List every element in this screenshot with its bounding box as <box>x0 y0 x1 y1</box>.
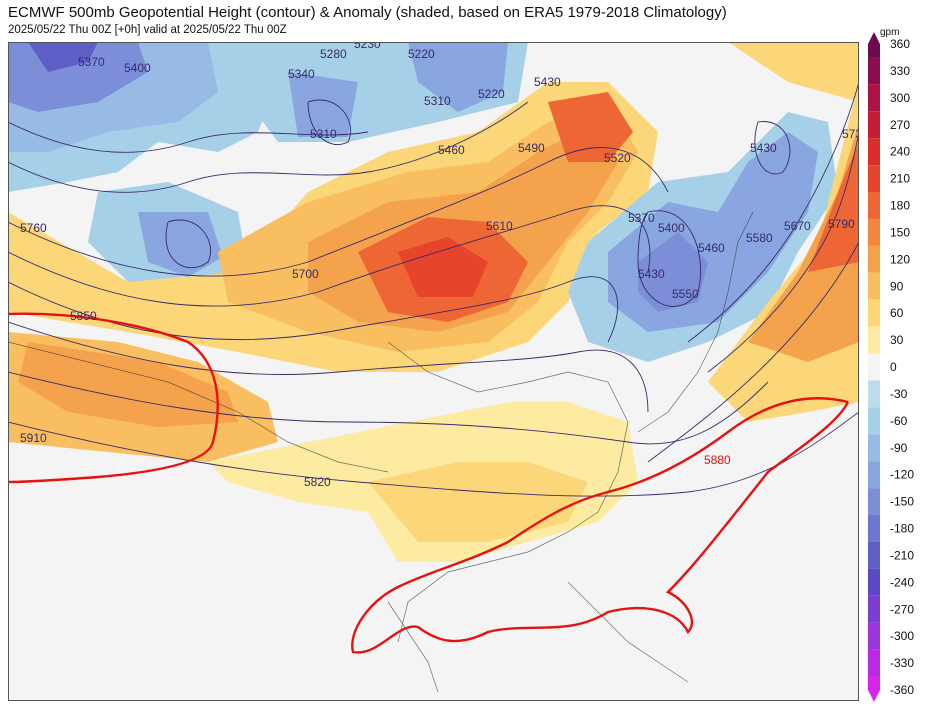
contour-label: 5670 <box>784 219 811 233</box>
colorbar-swatch <box>868 57 880 85</box>
colorbar-unit: gpm <box>880 27 900 38</box>
colorbar-swatch <box>868 488 880 516</box>
contour-label: 5280 <box>320 47 347 61</box>
colorbar-tick-label: -330 <box>890 656 914 670</box>
coastlines <box>8 211 754 693</box>
contour-label: 5760 <box>20 221 47 235</box>
colorbar-swatch <box>868 434 880 462</box>
contour-label: 5550 <box>672 287 699 301</box>
contour-label: 5220 <box>408 47 435 61</box>
map-subtitle: 2025/05/22 Thu 00Z [+0h] valid at 2025/0… <box>8 24 287 36</box>
colorbar-swatch <box>868 32 880 44</box>
colorbar-swatch <box>868 461 880 489</box>
colorbar-swatch <box>868 299 880 327</box>
contour-label: 5310 <box>424 94 451 108</box>
colorbar-swatch <box>868 165 880 193</box>
map-title: ECMWF 500mb Geopotential Height (contour… <box>8 4 727 21</box>
anomaly-shading <box>8 42 859 562</box>
colorbar-swatch <box>868 84 880 112</box>
contour-label: 5490 <box>518 141 545 155</box>
colorbar-tick-label: -180 <box>890 522 914 536</box>
contour-label: 5730 <box>842 127 859 141</box>
colorbar-swatch <box>868 44 880 58</box>
colorbar-tick-label: -270 <box>890 602 914 616</box>
contour-label: 5820 <box>304 475 331 489</box>
contour-label: 5340 <box>288 67 315 81</box>
colorbar-tick-label: -210 <box>890 548 914 562</box>
contour-label: 5310 <box>310 127 337 141</box>
colorbar-tick-label: 30 <box>890 333 904 347</box>
colorbar: 3603303002702402101801501209060300-30-60… <box>868 32 914 702</box>
anomaly-map: 5370 5400 5280 5230 5340 5220 5310 5220 … <box>8 42 859 701</box>
colorbar-swatch <box>868 353 880 381</box>
colorbar-swatch <box>868 407 880 435</box>
contour-label: 5700 <box>292 267 319 281</box>
contour-label: 5430 <box>534 75 561 89</box>
colorbar-swatch <box>868 649 880 677</box>
colorbar-tick-label: -150 <box>890 495 914 509</box>
colorbar-swatch <box>868 622 880 650</box>
colorbar-swatch <box>868 515 880 542</box>
contour-label: 5430 <box>638 267 665 281</box>
colorbar-tick-label: 90 <box>890 279 904 293</box>
colorbar-swatch <box>868 218 880 246</box>
colorbar-swatch <box>868 138 880 166</box>
contour-label: 5400 <box>124 61 151 75</box>
colorbar-swatch <box>868 380 880 408</box>
colorbar-tick-label: 210 <box>890 172 910 186</box>
colorbar-tick-label: 150 <box>890 225 910 239</box>
colorbar-swatch <box>868 541 880 569</box>
height-contours <box>8 81 859 497</box>
colorbar-tick-label: -120 <box>890 468 914 482</box>
contour-label: 5460 <box>438 143 465 157</box>
contour-label: 5370 <box>628 211 655 225</box>
colorbar-swatch <box>868 326 880 354</box>
contour-label: 5520 <box>604 151 631 165</box>
contour-label: 5790 <box>828 217 855 231</box>
contour-label: 5400 <box>658 221 685 235</box>
colorbar-tick-label: -240 <box>890 575 914 589</box>
colorbar-tick-label: 180 <box>890 199 910 213</box>
colorbar-tick-label: -300 <box>890 629 914 643</box>
contour-label: 5230 <box>354 42 381 51</box>
colorbar-tick-label: 60 <box>890 306 904 320</box>
contour-label: 5850 <box>70 309 97 323</box>
contour-label: 5220 <box>478 87 505 101</box>
contour-label: 5430 <box>750 141 777 155</box>
contour-label: 5610 <box>486 219 513 233</box>
contour-label: 5910 <box>20 431 47 445</box>
contour-label: 5370 <box>78 55 105 69</box>
colorbar-tick-label: 270 <box>890 118 910 132</box>
colorbar-tick-label: -30 <box>890 387 908 401</box>
contour-5880 <box>8 312 850 654</box>
colorbar-tick-label: 360 <box>890 37 910 51</box>
colorbar-tick-label: -90 <box>890 441 908 455</box>
contour-label: 5460 <box>698 241 725 255</box>
contour-label: 5580 <box>746 231 773 245</box>
colorbar-swatch <box>868 595 880 623</box>
colorbar-swatch <box>868 568 880 596</box>
colorbar-tick-label: 330 <box>890 64 910 78</box>
colorbar-tick-label: 240 <box>890 145 910 159</box>
colorbar-swatch <box>868 690 880 702</box>
colorbar-tick-label: -360 <box>890 683 914 697</box>
colorbar-swatch <box>868 192 880 219</box>
colorbar-tick-label: -60 <box>890 414 908 428</box>
colorbar-tick-label: 0 <box>890 360 897 374</box>
colorbar-swatch <box>868 111 880 139</box>
colorbar-tick-label: 300 <box>890 91 910 105</box>
contour-label-5880: 5880 <box>704 453 731 467</box>
colorbar-swatch <box>868 272 880 300</box>
colorbar-swatch <box>868 245 880 273</box>
map-frame <box>8 42 859 701</box>
colorbar-swatch <box>868 676 880 690</box>
colorbar-tick-label: 120 <box>890 252 910 266</box>
